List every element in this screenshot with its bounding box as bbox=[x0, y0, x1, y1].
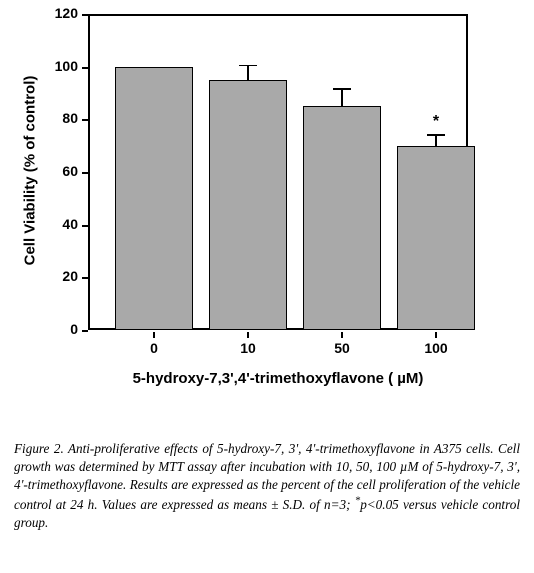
y-tick bbox=[82, 330, 88, 332]
y-tick-label: 0 bbox=[40, 321, 78, 337]
y-tick-label: 80 bbox=[40, 110, 78, 126]
caption-text: Figure 2. Anti-proliferative effects of … bbox=[14, 441, 520, 530]
y-tick bbox=[82, 119, 88, 121]
y-tick bbox=[82, 67, 88, 69]
x-tick bbox=[435, 332, 437, 338]
error-bar bbox=[435, 135, 437, 146]
x-axis-title: 5-hydroxy-7,3',4'-trimethoxyflavone ( µM… bbox=[88, 370, 468, 387]
bar bbox=[115, 67, 193, 330]
x-tick bbox=[247, 332, 249, 338]
bar bbox=[209, 80, 287, 330]
y-tick-label: 40 bbox=[40, 216, 78, 232]
y-axis-title: Cell Viability (% of control) bbox=[22, 61, 39, 281]
x-tick bbox=[153, 332, 155, 338]
error-bar bbox=[341, 89, 343, 106]
y-tick-label: 100 bbox=[40, 58, 78, 74]
y-tick-label: 120 bbox=[40, 5, 78, 21]
x-tick-label: 100 bbox=[424, 340, 447, 356]
bar bbox=[303, 106, 381, 330]
bar bbox=[397, 146, 475, 330]
y-tick-label: 60 bbox=[40, 163, 78, 179]
error-bar-cap bbox=[333, 88, 351, 90]
error-bar bbox=[247, 65, 249, 79]
x-tick-label: 50 bbox=[334, 340, 350, 356]
y-tick-label: 20 bbox=[40, 268, 78, 284]
figure-caption: Figure 2. Anti-proliferative effects of … bbox=[14, 440, 520, 531]
significance-annotation: * bbox=[433, 113, 439, 131]
x-tick bbox=[341, 332, 343, 338]
error-bar-cap bbox=[239, 65, 257, 67]
y-tick bbox=[82, 14, 88, 16]
y-tick bbox=[82, 225, 88, 227]
x-tick-label: 10 bbox=[240, 340, 256, 356]
y-tick bbox=[82, 172, 88, 174]
x-tick-label: 0 bbox=[150, 340, 158, 356]
error-bar-cap bbox=[427, 134, 445, 136]
y-tick bbox=[82, 277, 88, 279]
